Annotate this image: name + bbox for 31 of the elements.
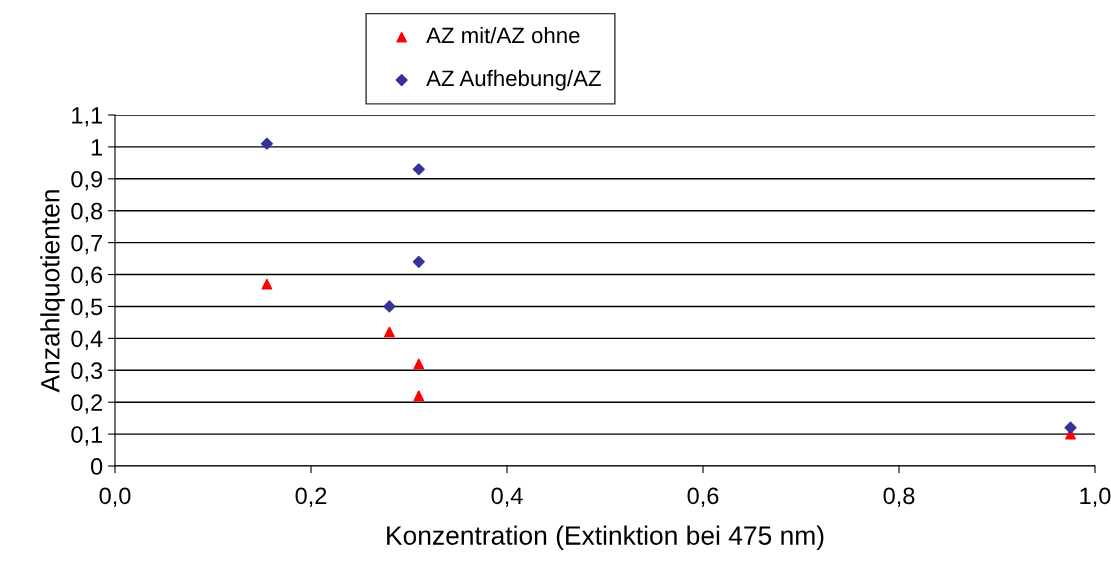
y-tick-label: 0,4 (71, 330, 103, 350)
point (412, 163, 425, 176)
y-tick-label: 1,1 (72, 107, 103, 127)
y-tick-label: 1 (91, 139, 103, 156)
point (412, 255, 425, 268)
point (261, 278, 273, 290)
y-tick-label: 0,3 (71, 362, 103, 382)
y-tick-label: 0,2 (71, 394, 103, 414)
x-tick-label: 0,8 (883, 487, 915, 507)
y-tick-label: 0,6 (71, 266, 103, 287)
x-tick-label: 0,0 (99, 487, 131, 507)
y-tick-label: 0,8 (71, 202, 103, 223)
y-tick-label: 0,5 (71, 298, 103, 319)
point (1064, 421, 1077, 434)
point (384, 326, 395, 338)
point (413, 358, 425, 370)
x-tick-label: 0,4 (491, 487, 523, 507)
point (413, 390, 425, 402)
y-tick-label: 0 (90, 458, 103, 475)
legend-label: AZ Aufhebung/AZ (426, 69, 601, 91)
y-axis-title: Anzahlquotienten (40, 190, 65, 393)
x-tick-label: 0,6 (687, 487, 719, 507)
y-tick-label: 0,9 (71, 170, 103, 191)
legend-label: AZ mit/AZ ohne (426, 26, 580, 44)
y-tick-label: 0,1 (71, 426, 103, 446)
point (383, 300, 396, 313)
point (260, 137, 273, 150)
y-tick-label: 0,7 (71, 234, 103, 255)
x-tick-label: 0,2 (295, 487, 327, 507)
x-axis-title: Konzentration (Extinktion bei 475 nm) (387, 525, 824, 551)
x-tick-label: 1,0 (1080, 487, 1111, 507)
